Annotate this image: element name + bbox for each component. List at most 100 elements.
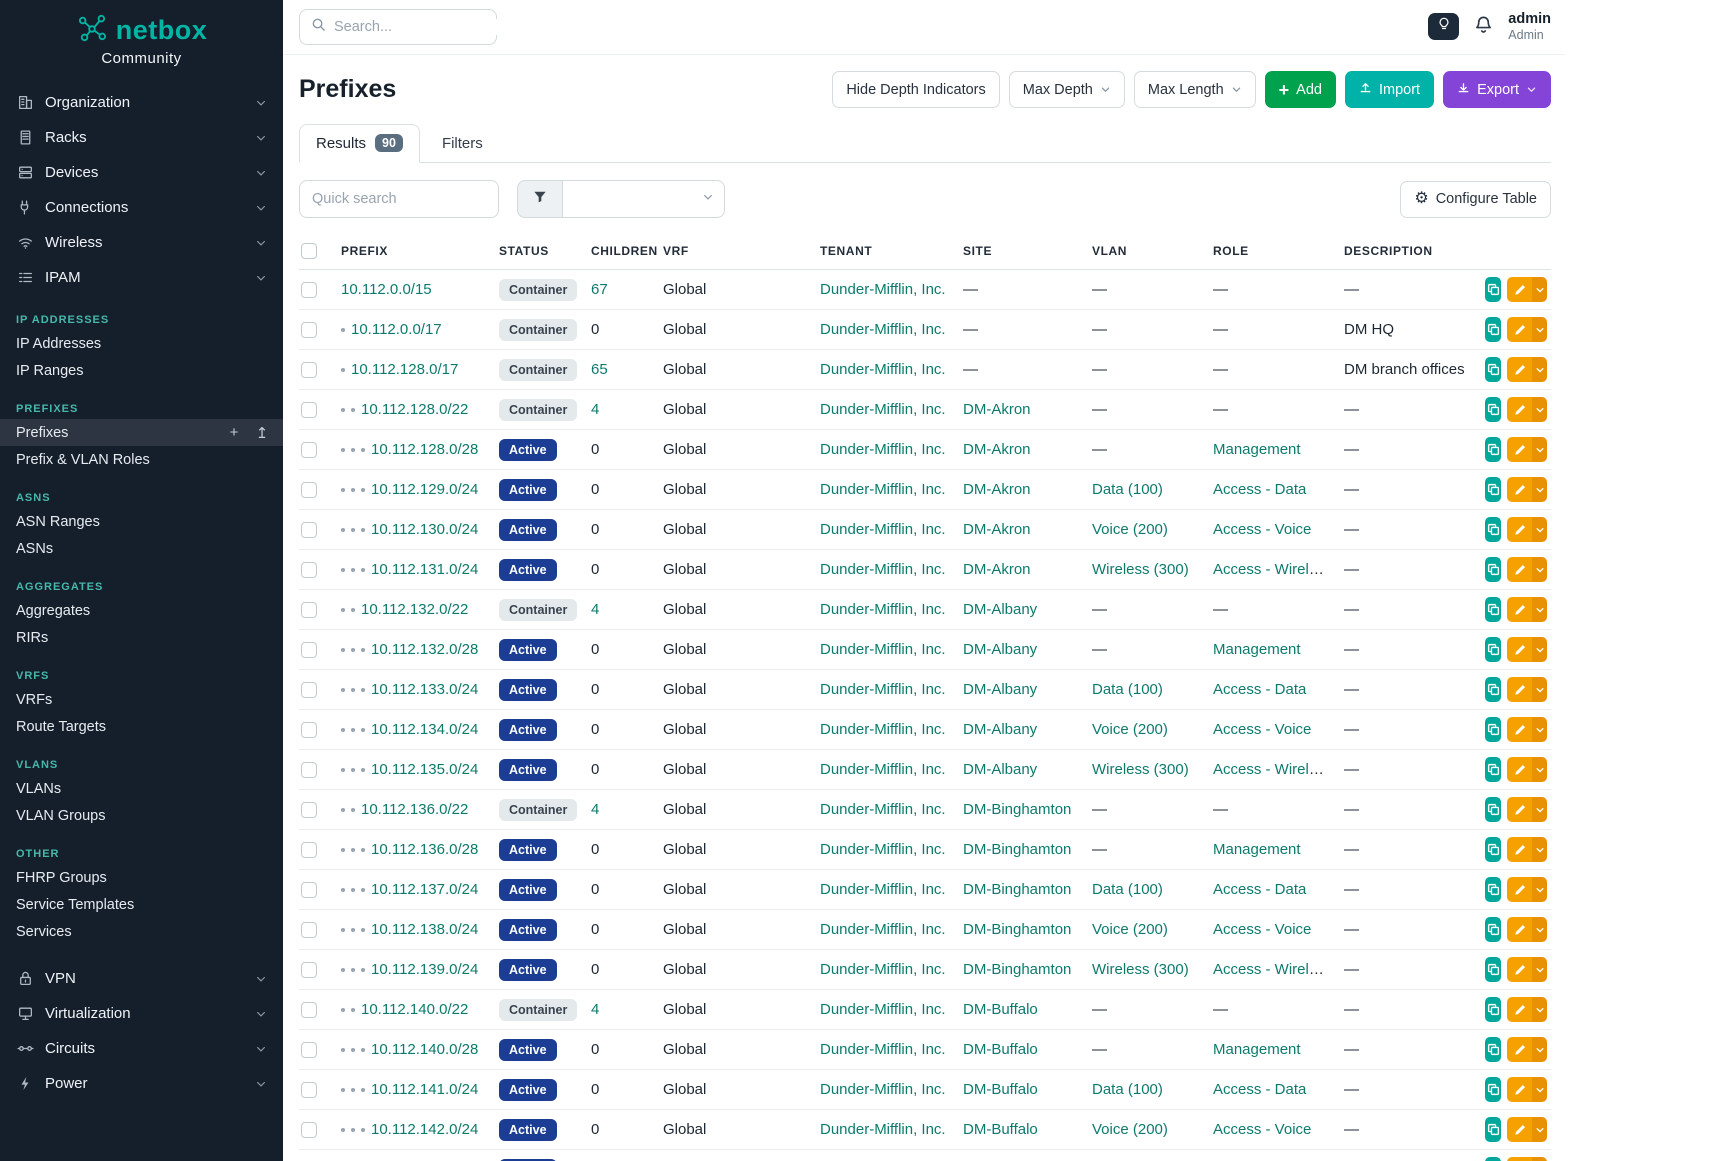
site-link[interactable]: DM-Albany [963, 601, 1038, 618]
prefix-link[interactable]: 10.112.137.0/24 [371, 881, 479, 898]
edit-button[interactable] [1507, 517, 1532, 542]
prefix-link[interactable]: 10.112.129.0/24 [371, 481, 479, 498]
prefix-link[interactable]: 10.112.130.0/24 [371, 521, 479, 538]
clone-button[interactable] [1485, 757, 1501, 782]
clone-button[interactable] [1485, 677, 1501, 702]
edit-dropdown-button[interactable] [1532, 1077, 1547, 1102]
tenant-link[interactable]: Dunder-Mifflin, Inc. [820, 401, 946, 418]
edit-dropdown-button[interactable] [1532, 1037, 1547, 1062]
edit-button[interactable] [1507, 1077, 1532, 1102]
edit-button[interactable] [1507, 277, 1532, 302]
edit-dropdown-button[interactable] [1532, 757, 1547, 782]
sidebar-item-circuits[interactable]: Circuits [0, 1031, 283, 1066]
site-link[interactable]: DM-Binghamton [963, 881, 1072, 898]
clone-button[interactable] [1485, 637, 1501, 662]
site-link[interactable]: DM-Binghamton [963, 961, 1072, 978]
children-link[interactable]: 65 [591, 361, 608, 378]
row-checkbox[interactable] [301, 482, 317, 499]
prefix-link[interactable]: 10.112.134.0/24 [371, 721, 479, 738]
row-checkbox[interactable] [301, 442, 317, 459]
edit-button[interactable] [1507, 797, 1532, 822]
column-header-status[interactable]: Status [491, 233, 583, 270]
edit-dropdown-button[interactable] [1532, 1117, 1547, 1142]
sidebar-item-prefixes[interactable]: Prefixes + ↥ [0, 419, 283, 446]
quick-search-input[interactable] [299, 180, 499, 218]
edit-dropdown-button[interactable] [1532, 557, 1547, 582]
edit-button[interactable] [1507, 397, 1532, 422]
vlan-link[interactable]: Data (100) [1092, 881, 1163, 898]
tenant-link[interactable]: Dunder-Mifflin, Inc. [820, 801, 946, 818]
row-checkbox[interactable] [301, 842, 317, 859]
tenant-link[interactable]: Dunder-Mifflin, Inc. [820, 761, 946, 778]
row-checkbox[interactable] [301, 642, 317, 659]
clone-button[interactable] [1485, 1077, 1501, 1102]
prefix-link[interactable]: 10.112.128.0/22 [361, 401, 469, 418]
row-checkbox[interactable] [301, 722, 317, 739]
row-checkbox[interactable] [301, 922, 317, 939]
sidebar-item-asn-ranges[interactable]: ASN Ranges [16, 513, 100, 530]
vlan-link[interactable]: Voice (200) [1092, 721, 1168, 738]
site-link[interactable]: DM-Akron [963, 401, 1031, 418]
sidebar-item-ipam[interactable]: IPAM [0, 260, 283, 295]
prefix-link[interactable]: 10.112.140.0/22 [361, 1001, 469, 1018]
site-link[interactable]: DM-Albany [963, 641, 1038, 658]
role-link[interactable]: Access - Data [1213, 1081, 1307, 1098]
tenant-link[interactable]: Dunder-Mifflin, Inc. [820, 321, 946, 338]
sidebar-item-fhrp-groups[interactable]: FHRP Groups [16, 869, 107, 886]
clone-button[interactable] [1485, 837, 1501, 862]
edit-button[interactable] [1507, 557, 1532, 582]
import-button[interactable]: Import [1344, 71, 1435, 108]
clone-button[interactable] [1485, 1117, 1501, 1142]
column-header-tenant[interactable]: Tenant [812, 233, 955, 270]
edit-button[interactable] [1507, 877, 1532, 902]
tenant-link[interactable]: Dunder-Mifflin, Inc. [820, 721, 946, 738]
vlan-link[interactable]: Voice (200) [1092, 921, 1168, 938]
sidebar-item-connections[interactable]: Connections [0, 190, 283, 225]
column-header-prefix[interactable]: Prefix [333, 233, 491, 270]
vlan-link[interactable]: Data (100) [1092, 681, 1163, 698]
column-header-role[interactable]: Role [1205, 233, 1336, 270]
clone-button[interactable] [1485, 517, 1501, 542]
tenant-link[interactable]: Dunder-Mifflin, Inc. [820, 1041, 946, 1058]
role-link[interactable]: Management [1213, 641, 1301, 658]
clone-button[interactable] [1485, 477, 1501, 502]
edit-dropdown-button[interactable] [1532, 517, 1547, 542]
clone-button[interactable] [1485, 277, 1501, 302]
tenant-link[interactable]: Dunder-Mifflin, Inc. [820, 681, 946, 698]
clone-button[interactable] [1485, 877, 1501, 902]
sidebar-item-route-targets[interactable]: Route Targets [16, 718, 107, 735]
children-link[interactable]: 4 [591, 401, 600, 418]
role-link[interactable]: Management [1213, 441, 1301, 458]
edit-button[interactable] [1507, 1157, 1532, 1161]
clone-button[interactable] [1485, 1037, 1501, 1062]
site-link[interactable]: DM-Akron [963, 521, 1031, 538]
site-link[interactable]: DM-Binghamton [963, 841, 1072, 858]
column-header-vrf[interactable]: VRF [655, 233, 812, 270]
site-link[interactable]: DM-Buffalo [963, 1121, 1038, 1138]
prefix-link[interactable]: 10.112.133.0/24 [371, 681, 479, 698]
site-link[interactable]: DM-Buffalo [963, 1041, 1038, 1058]
prefix-link[interactable]: 10.112.128.0/28 [371, 441, 479, 458]
edit-dropdown-button[interactable] [1532, 477, 1547, 502]
configure-table-button[interactable]: ⚙ Configure Table [1400, 180, 1551, 218]
sidebar-item-vlan-groups[interactable]: VLAN Groups [16, 807, 106, 824]
tenant-link[interactable]: Dunder-Mifflin, Inc. [820, 601, 946, 618]
edit-button[interactable] [1507, 357, 1532, 382]
row-checkbox[interactable] [301, 322, 317, 339]
row-checkbox[interactable] [301, 602, 317, 619]
row-checkbox[interactable] [301, 1002, 317, 1019]
export-button[interactable]: Export [1443, 71, 1551, 108]
tab-results[interactable]: Results 90 [299, 124, 420, 163]
prefix-link[interactable]: 10.112.128.0/17 [351, 361, 459, 378]
sidebar-item-services[interactable]: Services [16, 923, 72, 940]
prefix-link[interactable]: 10.112.142.0/24 [371, 1121, 479, 1138]
role-link[interactable]: Access - Wireless [1213, 761, 1333, 778]
prefix-link[interactable]: 10.112.132.0/28 [371, 641, 479, 658]
vlan-link[interactable]: Voice (200) [1092, 521, 1168, 538]
site-link[interactable]: DM-Akron [963, 561, 1031, 578]
row-checkbox[interactable] [301, 882, 317, 899]
sidebar-item-ip-addresses[interactable]: IP Addresses [16, 335, 102, 352]
edit-button[interactable] [1507, 677, 1532, 702]
edit-dropdown-button[interactable] [1532, 437, 1547, 462]
sidebar-item-vlans[interactable]: VLANs [16, 780, 62, 797]
